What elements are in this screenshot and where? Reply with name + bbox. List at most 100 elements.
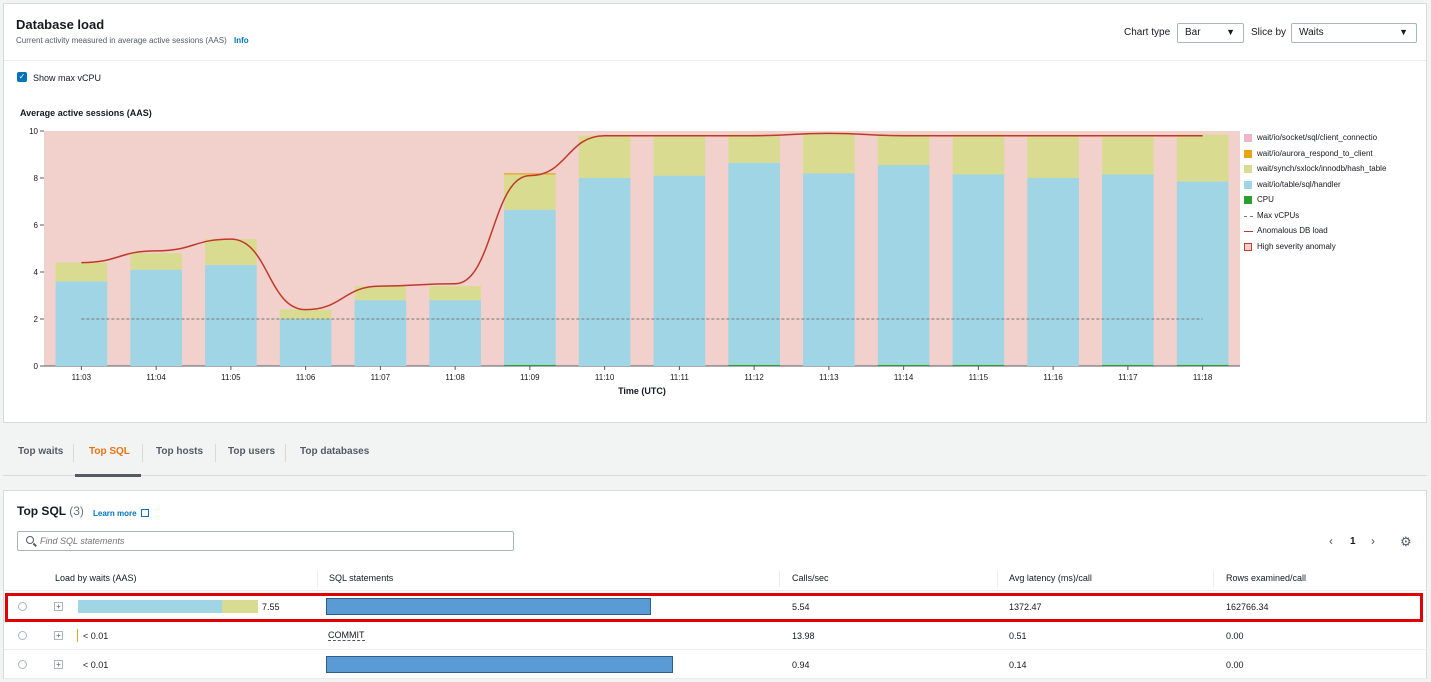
expand-icon[interactable]: + xyxy=(54,602,63,611)
rows-value: 0.00 xyxy=(1226,660,1244,670)
chart-type-select[interactable]: Bar ▼ xyxy=(1177,23,1244,43)
legend-swatch xyxy=(1244,215,1253,217)
bar-segment xyxy=(504,173,556,175)
bar-segment xyxy=(279,319,332,366)
bar-segment xyxy=(504,209,556,365)
legend-item[interactable]: wait/io/table/sql/handler xyxy=(1244,180,1386,196)
legend-swatch xyxy=(1244,231,1253,232)
row-select-radio[interactable] xyxy=(18,660,27,669)
sql-statement-redacted[interactable] xyxy=(326,598,651,615)
rows-value: 0.00 xyxy=(1226,631,1244,641)
x-tick-label: 11:14 xyxy=(894,373,914,382)
panel-description: Current activity measured in average act… xyxy=(16,36,249,45)
chevron-down-icon: ▼ xyxy=(1399,27,1408,37)
bar-segment xyxy=(1102,136,1154,175)
bar-segment xyxy=(803,173,855,366)
active-tab-indicator xyxy=(75,474,141,477)
y-tick-label: 8 xyxy=(34,174,39,183)
sql-statement-redacted[interactable] xyxy=(326,656,673,673)
x-axis-label: Time (UTC) xyxy=(618,386,666,396)
column-latency[interactable]: Avg latency (ms)/call xyxy=(1009,573,1092,583)
external-link-icon xyxy=(140,509,149,517)
anomalous-db-load-line xyxy=(81,132,1203,311)
bar-segment xyxy=(1027,135,1079,178)
legend-swatch xyxy=(1244,242,1252,251)
bar-segment xyxy=(429,286,481,301)
expand-icon[interactable]: + xyxy=(54,631,63,640)
bar-segment xyxy=(728,134,780,163)
y-tick-label: 2 xyxy=(34,315,39,324)
bar-segment xyxy=(877,165,930,365)
tab-top-databases[interactable]: Top databases xyxy=(300,446,370,457)
tab-top-hosts[interactable]: Top hosts xyxy=(156,446,204,457)
bar-segment xyxy=(653,135,706,176)
expand-icon[interactable]: + xyxy=(54,660,63,669)
legend-item[interactable]: Anomalous DB load xyxy=(1244,226,1386,242)
top-sql-title-text: Top SQL xyxy=(17,504,66,518)
learn-more-link[interactable]: Learn more xyxy=(93,508,149,518)
search-input[interactable] xyxy=(40,534,500,548)
x-tick-label: 11:12 xyxy=(744,373,764,382)
tab-top-users[interactable]: Top users xyxy=(228,446,276,457)
tab-top-waits[interactable]: Top waits xyxy=(18,446,64,457)
bar-segment xyxy=(1176,134,1229,182)
bar-segment xyxy=(952,174,1005,365)
tab-top-sql[interactable]: Top SQL xyxy=(89,446,130,457)
column-divider xyxy=(1213,571,1214,587)
bar-segment xyxy=(1102,364,1154,366)
table-row[interactable]: + < 0.01 0.94 0.14 0.00 xyxy=(4,651,1428,679)
table-row[interactable]: + < 0.01 COMMIT 13.98 0.51 0.00 xyxy=(4,622,1428,650)
bar-segment xyxy=(1176,181,1229,365)
bar-segment xyxy=(1102,174,1154,365)
sql-statement-text[interactable]: COMMIT xyxy=(328,630,365,641)
chart-type-label: Chart type xyxy=(1124,27,1171,38)
legend-item[interactable]: wait/io/socket/sql/client_connectio xyxy=(1244,133,1386,149)
next-page-icon[interactable]: › xyxy=(1371,534,1375,548)
legend-item[interactable]: wait/io/aurora_respond_to_client xyxy=(1244,149,1386,165)
legend-item[interactable]: CPU xyxy=(1244,195,1386,211)
bar-segment xyxy=(55,262,108,282)
tab-divider xyxy=(142,444,143,462)
info-link[interactable]: Info xyxy=(234,36,249,45)
bar-segment xyxy=(728,364,780,366)
column-load[interactable]: Load by waits (AAS) xyxy=(55,573,137,583)
show-max-vcpu-label: Show max vCPU xyxy=(33,73,102,83)
bar-segment xyxy=(205,239,257,265)
learn-more-text: Learn more xyxy=(93,509,137,518)
row-select-radio[interactable] xyxy=(18,602,27,611)
load-value: 7.55 xyxy=(262,602,280,612)
column-calls[interactable]: Calls/sec xyxy=(792,573,829,583)
legend-item[interactable]: High severity anomaly xyxy=(1244,242,1386,258)
x-tick-label: 11:17 xyxy=(1118,373,1138,382)
bar-segment xyxy=(653,175,706,366)
gear-icon[interactable]: ⚙ xyxy=(1400,534,1412,549)
load-bar-tiny xyxy=(77,629,78,642)
row-select-radio[interactable] xyxy=(18,631,27,640)
previous-page-icon[interactable]: ‹ xyxy=(1329,534,1333,548)
chart-title: Average active sessions (AAS) xyxy=(20,108,152,118)
x-tick-label: 11:07 xyxy=(371,373,391,382)
description-text: Current activity measured in average act… xyxy=(16,36,227,45)
bar-segment xyxy=(55,281,108,366)
slice-by-select[interactable]: Waits ▼ xyxy=(1291,23,1417,43)
legend-item[interactable]: wait/synch/sxlock/innodb/hash_table xyxy=(1244,164,1386,180)
show-max-vcpu-checkbox[interactable]: ✓ xyxy=(17,72,27,82)
x-tick-label: 11:05 xyxy=(221,373,241,382)
bar-segment xyxy=(130,253,182,270)
bar-segment xyxy=(952,134,1005,175)
legend-label: wait/synch/sxlock/innodb/hash_table xyxy=(1257,164,1387,173)
legend-item[interactable]: Max vCPUs xyxy=(1244,211,1386,227)
load-bar-handler xyxy=(78,600,222,613)
x-tick-label: 11:03 xyxy=(72,373,92,382)
column-sql[interactable]: SQL statements xyxy=(329,573,394,583)
legend-swatch xyxy=(1244,196,1252,204)
database-load-panel: Database load Current activity measured … xyxy=(3,3,1427,423)
bar-segment xyxy=(578,135,631,178)
page-number[interactable]: 1 xyxy=(1350,536,1356,547)
search-sql[interactable] xyxy=(17,531,514,551)
legend-swatch xyxy=(1244,149,1252,158)
legend-label: wait/io/aurora_respond_to_client xyxy=(1257,148,1373,158)
y-tick-label: 10 xyxy=(29,127,38,136)
bar-segment xyxy=(504,174,556,210)
column-rows[interactable]: Rows examined/call xyxy=(1226,573,1307,583)
